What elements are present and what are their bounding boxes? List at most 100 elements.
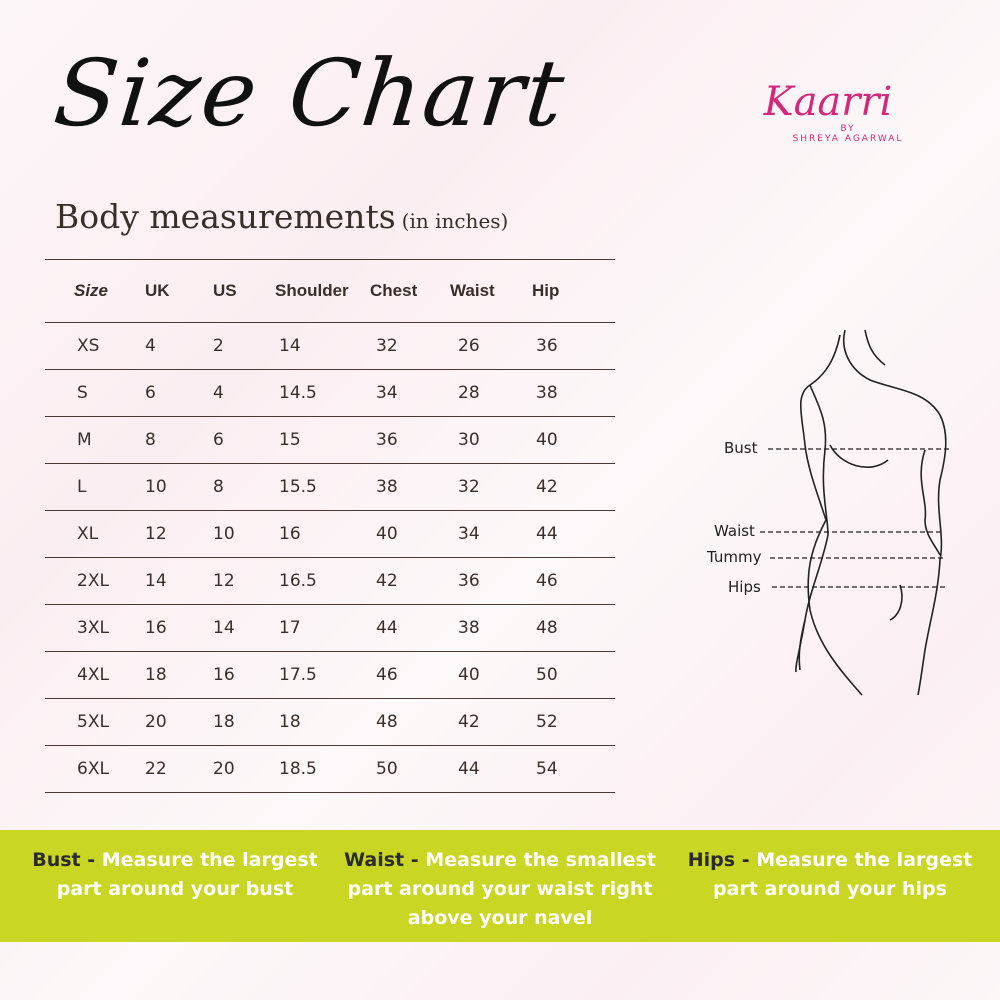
- table-cell-hip: 50: [532, 651, 615, 699]
- instruction-hips: Hips - Measure the largest part around y…: [680, 846, 980, 904]
- table-cell-size: 3XL: [45, 604, 145, 652]
- table-cell-uk: 10: [145, 463, 213, 511]
- instruction-text: Measure the smallest part around your wa…: [347, 849, 656, 929]
- table-cell-uk: 20: [145, 698, 213, 746]
- table-cell-waist: 28: [450, 369, 532, 417]
- table-cell-shoulder: 18: [267, 698, 370, 746]
- page-title: Size Chart: [49, 40, 571, 147]
- table-cell-us: 10: [213, 510, 267, 558]
- table-cell-chest: 38: [370, 463, 450, 511]
- table-cell-shoulder: 14: [267, 322, 370, 370]
- table-cell-hip: 42: [532, 463, 615, 511]
- table-cell-chest: 36: [370, 416, 450, 464]
- table-cell-chest: 44: [370, 604, 450, 652]
- logo-by: BY: [840, 124, 856, 134]
- table-cell-hip: 48: [532, 604, 615, 652]
- table-cell-uk: 8: [145, 416, 213, 464]
- table-row: L 10 8 15.5 38 32 42: [45, 463, 615, 511]
- table-cell-size: XL: [45, 510, 145, 558]
- instruction-term: Bust -: [32, 849, 96, 871]
- table-cell-size: 2XL: [45, 557, 145, 605]
- table-cell-hip: 40: [532, 416, 615, 464]
- table-cell-hip: 44: [532, 510, 615, 558]
- table-row: M 8 6 15 36 30 40: [45, 416, 615, 464]
- brand-logo: Kaarri BY SHREYA AGARWAL: [748, 80, 908, 144]
- table-cell-us: 4: [213, 369, 267, 417]
- table-cell-chest: 42: [370, 557, 450, 605]
- subtitle-text: Body measurements: [55, 197, 396, 236]
- logo-owner: SHREYA AGARWAL: [792, 134, 904, 144]
- table-cell-us: 14: [213, 604, 267, 652]
- instruction-text: Measure the largest part around your hip…: [713, 849, 973, 900]
- instructions-band: Bust - Measure the largest part around y…: [0, 830, 1000, 942]
- table-cell-shoulder: 16.5: [267, 557, 370, 605]
- body-figure: Bust Waist Tummy Hips: [700, 320, 960, 714]
- table-cell-hip: 46: [532, 557, 615, 605]
- header-us: US: [213, 259, 267, 323]
- table-cell-us: 2: [213, 322, 267, 370]
- header-shoulder: Shoulder: [267, 259, 370, 323]
- table-cell-uk: 14: [145, 557, 213, 605]
- unit-note: (in inches): [401, 209, 509, 233]
- table-cell-shoulder: 16: [267, 510, 370, 558]
- table-row: 3XL 16 14 17 44 38 48: [45, 604, 615, 652]
- instruction-term: Hips -: [687, 849, 750, 871]
- table-cell-shoulder: 15: [267, 416, 370, 464]
- table-cell-size: L: [45, 463, 145, 511]
- body-outline-icon: [760, 329, 950, 696]
- header-size: Size: [45, 259, 145, 323]
- table-cell-waist: 36: [450, 557, 532, 605]
- table-cell-uk: 22: [145, 745, 213, 793]
- table-cell-shoulder: 14.5: [267, 369, 370, 417]
- table-cell-waist: 32: [450, 463, 532, 511]
- table-cell-waist: 40: [450, 651, 532, 699]
- table-cell-chest: 32: [370, 322, 450, 370]
- table-cell-size: 5XL: [45, 698, 145, 746]
- table-cell-shoulder: 15.5: [267, 463, 370, 511]
- table-cell-us: 8: [213, 463, 267, 511]
- instruction-term: Waist -: [344, 849, 419, 871]
- size-table: Size UK US Shoulder Chest Waist Hip XS 4 2…: [45, 259, 615, 793]
- logo-brand: Kaarri: [763, 79, 893, 125]
- table-cell-us: 16: [213, 651, 267, 699]
- table-cell-hip: 38: [532, 369, 615, 417]
- subtitle: Body measurements (in inches): [55, 197, 508, 236]
- table-cell-uk: 18: [145, 651, 213, 699]
- table-cell-us: 12: [213, 557, 267, 605]
- table-cell-size: XS: [45, 322, 145, 370]
- table-cell-us: 18: [213, 698, 267, 746]
- label-bust: Bust: [724, 439, 758, 457]
- table-row: S 6 4 14.5 34 28 38: [45, 369, 615, 417]
- table-cell-uk: 16: [145, 604, 213, 652]
- table-row: 4XL 18 16 17.5 46 40 50: [45, 651, 615, 699]
- table-header-row: Size UK US Shoulder Chest Waist Hip: [45, 259, 615, 323]
- table-cell-waist: 42: [450, 698, 532, 746]
- table-cell-waist: 38: [450, 604, 532, 652]
- table-cell-size: M: [45, 416, 145, 464]
- header-waist: Waist: [450, 259, 532, 323]
- table-cell-chest: 48: [370, 698, 450, 746]
- header-hip: Hip: [532, 259, 615, 323]
- instruction-bust: Bust - Measure the largest part around y…: [25, 846, 325, 904]
- table-cell-waist: 34: [450, 510, 532, 558]
- table-cell-hip: 52: [532, 698, 615, 746]
- table-cell-chest: 50: [370, 745, 450, 793]
- table-cell-chest: 40: [370, 510, 450, 558]
- table-cell-shoulder: 17: [267, 604, 370, 652]
- table-cell-hip: 54: [532, 745, 615, 793]
- table-cell-uk: 12: [145, 510, 213, 558]
- table-cell-hip: 36: [532, 322, 615, 370]
- table-cell-us: 20: [213, 745, 267, 793]
- table-cell-shoulder: 17.5: [267, 651, 370, 699]
- table-cell-waist: 26: [450, 322, 532, 370]
- table-row: 5XL 20 18 18 48 42 52: [45, 698, 615, 746]
- table-row: 6XL 22 20 18.5 50 44 54: [45, 745, 615, 793]
- header-uk: UK: [145, 259, 213, 323]
- table-cell-waist: 30: [450, 416, 532, 464]
- label-hips: Hips: [728, 578, 761, 596]
- table-cell-uk: 4: [145, 322, 213, 370]
- instruction-waist: Waist - Measure the smallest part around…: [340, 846, 660, 933]
- table-cell-size: 6XL: [45, 745, 145, 793]
- table-cell-size: S: [45, 369, 145, 417]
- table-row: XL 12 10 16 40 34 44: [45, 510, 615, 558]
